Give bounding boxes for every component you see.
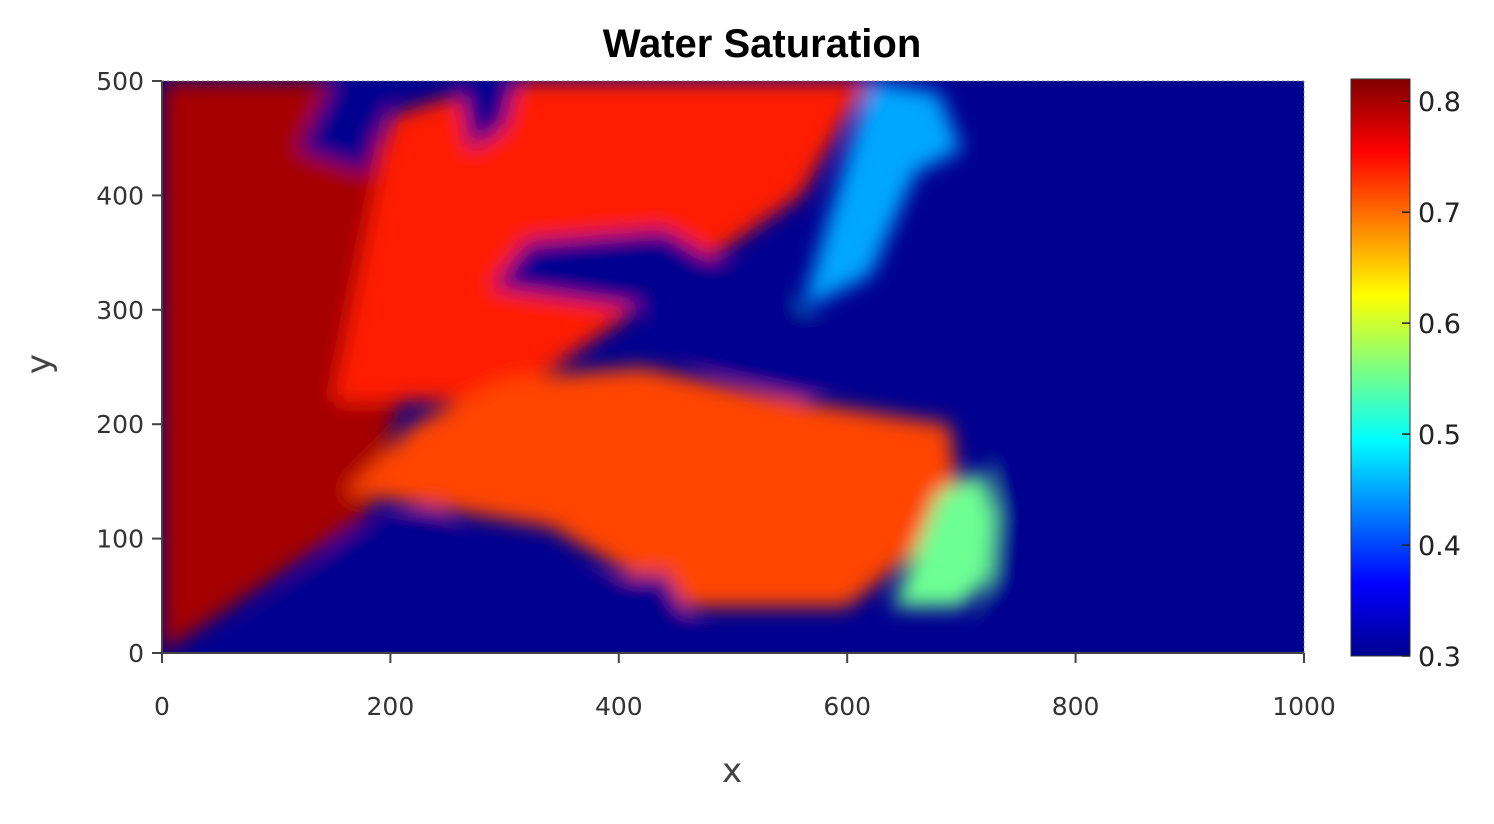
region-central-low-channel xyxy=(493,229,848,402)
colorbar-ticks: 0.3 0.4 0.5 0.6 0.7 0.8 xyxy=(1402,87,1461,673)
axes xyxy=(161,80,1305,654)
plot-area xyxy=(162,81,1304,653)
y-tick-label: 500 xyxy=(96,67,144,96)
colorbar-tick-label: 0.8 xyxy=(1418,87,1461,118)
colorbar-tick-label: 0.5 xyxy=(1418,420,1461,451)
colorbar: 0.3 0.4 0.5 0.6 0.7 0.8 xyxy=(1350,78,1461,673)
chart-title: Water Saturation xyxy=(603,22,922,66)
y-axis-ticks: 0 100 200 300 400 500 xyxy=(96,67,162,668)
y-tick-label: 200 xyxy=(96,410,144,439)
region-lower-front-tip xyxy=(892,469,1008,608)
region-bottom-mid-pocket xyxy=(504,572,711,653)
colorbar-tick-label: 0.7 xyxy=(1418,198,1461,229)
y-tick-label: 400 xyxy=(96,181,144,210)
x-axis-ticks: 0 200 400 600 800 1000 xyxy=(154,653,1336,721)
x-axis-label: x xyxy=(722,751,742,791)
y-tick-label: 100 xyxy=(96,525,144,554)
heatmap-regions xyxy=(162,81,1304,653)
y-tick-label: 0 xyxy=(128,639,144,668)
y-tick-label: 300 xyxy=(96,296,144,325)
colorbar-tick-label: 0.3 xyxy=(1418,642,1461,673)
region-bottom-low-pocket xyxy=(230,504,505,653)
x-tick-label: 200 xyxy=(367,692,415,721)
colorbar-tick-label: 0.4 xyxy=(1418,531,1461,562)
region-left-high-zone xyxy=(162,81,425,653)
y-axis-label: y xyxy=(19,354,59,374)
region-right-low-zone xyxy=(984,81,1304,653)
colorbar-tick-label: 0.6 xyxy=(1418,309,1461,340)
x-tick-label: 1000 xyxy=(1272,692,1336,721)
region-upper-front-tip xyxy=(801,81,962,310)
x-tick-label: 0 xyxy=(154,692,170,721)
x-tick-label: 400 xyxy=(595,692,643,721)
x-tick-label: 800 xyxy=(1052,692,1100,721)
colorbar-gradient xyxy=(1350,78,1411,657)
x-tick-label: 600 xyxy=(823,692,871,721)
region-lower-flow-tongue xyxy=(344,367,962,608)
region-top-low-pocket-b xyxy=(458,81,517,150)
region-top-low-pocket-a xyxy=(299,81,391,173)
